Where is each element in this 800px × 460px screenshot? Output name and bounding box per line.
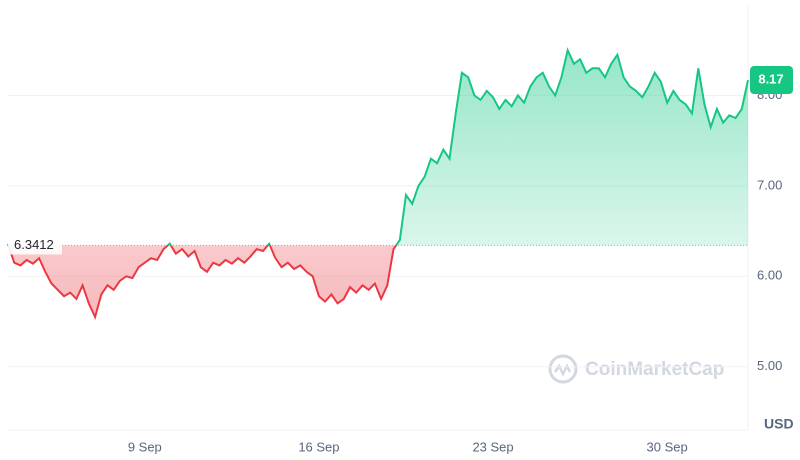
y-tick-label: 5.00 (757, 358, 782, 373)
y-tick-label: 6.00 (757, 268, 782, 283)
currency-label: USD (764, 416, 794, 432)
baseline-label: 6.3412 (14, 237, 54, 252)
x-tick-label: 9 Sep (128, 439, 162, 454)
area-up (8, 50, 748, 246)
area-down (8, 245, 397, 317)
y-tick-label: 7.00 (757, 177, 782, 192)
price-line-up (7, 47, 749, 246)
price-line-down (7, 245, 398, 320)
watermark: CoinMarketCap (548, 354, 724, 384)
x-tick-label: 30 Sep (647, 439, 688, 454)
last-value-bg (750, 66, 793, 95)
baseline-label-bg (8, 236, 62, 255)
x-tick-label: 16 Sep (298, 439, 339, 454)
watermark-text: CoinMarketCap (585, 359, 724, 380)
x-tick-label: 23 Sep (472, 439, 513, 454)
last-value-label: 8.17 (758, 71, 783, 86)
